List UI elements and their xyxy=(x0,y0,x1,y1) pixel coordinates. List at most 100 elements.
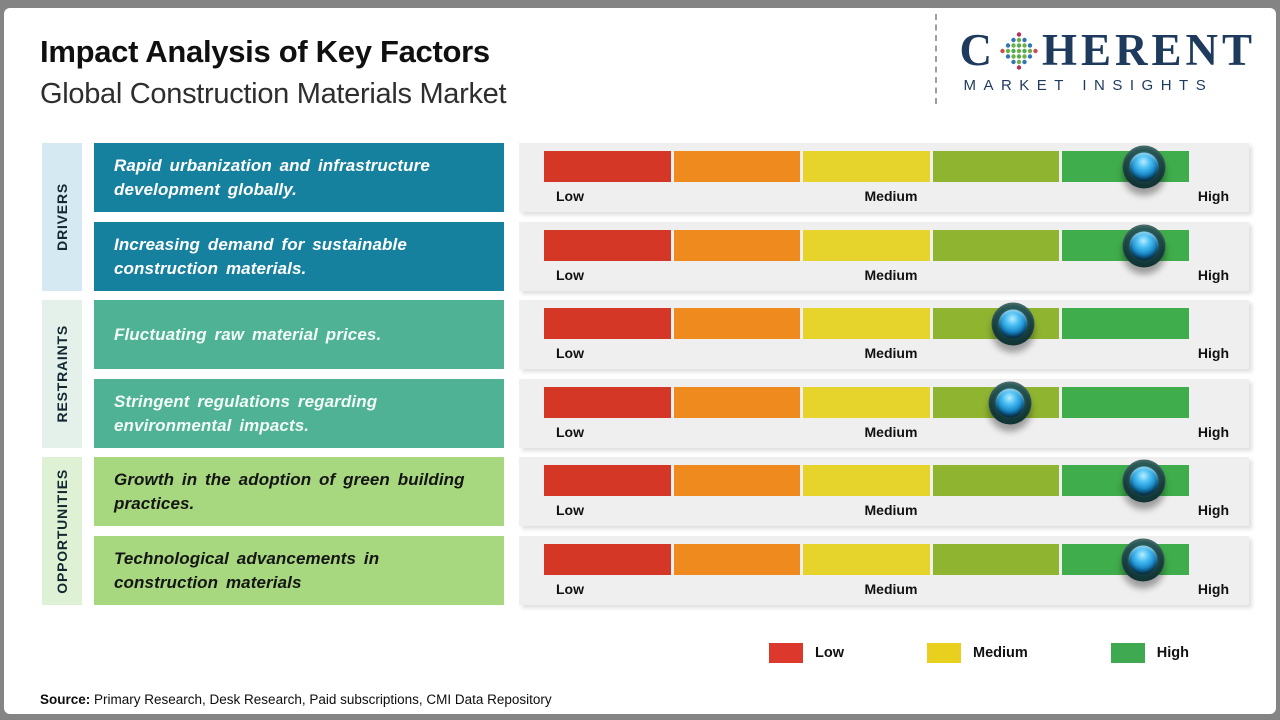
impact-row: Technological advancements in constructi… xyxy=(94,536,1249,605)
scale-medium: Medium xyxy=(864,188,918,204)
bar-segment xyxy=(673,387,801,418)
bar-segment xyxy=(673,544,801,575)
bar-segment xyxy=(932,465,1060,496)
slide: Impact Analysis of Key Factors Global Co… xyxy=(4,8,1276,714)
impact-bar xyxy=(544,302,1189,345)
group-strip-drivers: DRIVERS xyxy=(42,143,82,291)
legend-label: Low xyxy=(815,645,844,661)
scale-medium: Medium xyxy=(864,502,918,518)
scale-high: High xyxy=(1197,345,1229,361)
brand-rest: HERENT xyxy=(1041,25,1256,75)
brand-tagline: MARKET INSIGHTS xyxy=(963,77,1214,94)
impact-marker xyxy=(991,302,1035,345)
legend-item-high: High xyxy=(1110,643,1189,663)
impact-rows: DRIVERS Rapid urbanization and infrastru… xyxy=(42,143,1249,614)
legend-label: High xyxy=(1156,645,1189,661)
group-label: OPPORTUNITIES xyxy=(54,468,70,594)
brand-wordmark: C HERENT xyxy=(959,28,1256,73)
factor-text: Growth in the adoption of green building… xyxy=(94,457,504,526)
scale-medium: Medium xyxy=(864,581,918,597)
bar-segment xyxy=(544,465,671,496)
group-restraints: RESTRAINTS Fluctuating raw material pric… xyxy=(42,300,1249,448)
scale-labels: Low Medium High xyxy=(556,267,1229,283)
scale-labels: Low Medium High xyxy=(556,188,1229,204)
bar-segment xyxy=(544,544,671,575)
factor-text: Fluctuating raw material prices. xyxy=(94,300,504,369)
bar-segment xyxy=(1062,308,1189,339)
bar-segment xyxy=(544,230,671,261)
legend-swatch xyxy=(1110,643,1145,663)
impact-row: Rapid urbanization and infrastructure de… xyxy=(94,143,1249,212)
bar-segment xyxy=(803,151,930,182)
brand-letter-c: C xyxy=(959,25,996,75)
impact-panel: Low Medium High xyxy=(519,536,1249,605)
bar-segment xyxy=(544,308,671,339)
page-subtitle: Global Construction Materials Market xyxy=(40,78,507,110)
group-strip-opportunities: OPPORTUNITIES xyxy=(42,457,82,605)
bar-segment xyxy=(673,151,801,182)
impact-panel: Low Medium High xyxy=(519,379,1249,448)
scale-low: Low xyxy=(556,188,584,204)
source-label: Source: xyxy=(40,692,91,707)
bar-segment xyxy=(673,308,801,339)
scale-high: High xyxy=(1197,188,1229,204)
scale-labels: Low Medium High xyxy=(556,424,1229,440)
brand-logo: C HERENT MARKET INSIGHTS xyxy=(935,14,1260,104)
bar-segment xyxy=(803,230,930,261)
header: Impact Analysis of Key Factors Global Co… xyxy=(40,34,507,111)
impact-bar xyxy=(544,459,1189,502)
scale-labels: Low Medium High xyxy=(556,502,1229,518)
impact-row: Stringent regulations regarding environm… xyxy=(94,379,1249,448)
scale-medium: Medium xyxy=(864,424,918,440)
scale-medium: Medium xyxy=(864,345,918,361)
legend: Low Medium High xyxy=(769,643,1189,663)
bar-segment xyxy=(803,308,930,339)
bar-segment xyxy=(932,544,1060,575)
source-note: Source: Primary Research, Desk Research,… xyxy=(40,692,552,707)
legend-swatch xyxy=(769,643,803,663)
impact-panel: Low Medium High xyxy=(519,222,1249,291)
bar-segment xyxy=(673,230,801,261)
impact-marker xyxy=(1122,224,1166,267)
impact-bar xyxy=(544,224,1189,267)
scale-medium: Medium xyxy=(864,267,918,283)
scale-low: Low xyxy=(556,267,584,283)
scale-labels: Low Medium High xyxy=(556,581,1229,597)
source-text: Primary Research, Desk Research, Paid su… xyxy=(90,692,552,707)
bar-segment xyxy=(1062,387,1189,418)
bar-segment xyxy=(803,544,930,575)
bar-segment xyxy=(932,151,1060,182)
bar-segment xyxy=(673,465,801,496)
legend-item-low: Low xyxy=(769,643,844,663)
factor-text: Technological advancements in constructi… xyxy=(94,536,504,605)
globe-dots-icon xyxy=(1000,31,1038,70)
scale-high: High xyxy=(1197,502,1229,518)
group-opportunities: OPPORTUNITIES Growth in the adoption of … xyxy=(42,457,1249,605)
legend-label: Medium xyxy=(973,645,1028,661)
group-label: DRIVERS xyxy=(54,183,70,251)
impact-marker xyxy=(1122,145,1166,188)
bar-segment xyxy=(544,387,671,418)
factor-text: Increasing demand for sustainable constr… xyxy=(94,222,504,291)
factor-text: Stringent regulations regarding environm… xyxy=(94,379,504,448)
scale-low: Low xyxy=(556,581,584,597)
impact-row: Growth in the adoption of green building… xyxy=(94,457,1249,526)
factor-text: Rapid urbanization and infrastructure de… xyxy=(94,143,504,212)
impact-bar xyxy=(544,145,1189,188)
impact-panel: Low Medium High xyxy=(519,143,1249,212)
impact-marker xyxy=(1122,459,1166,502)
bar-segment xyxy=(544,151,671,182)
impact-panel: Low Medium High xyxy=(519,457,1249,526)
bar-segment xyxy=(932,230,1060,261)
bar-segment xyxy=(803,387,930,418)
legend-item-medium: Medium xyxy=(927,643,1028,663)
group-strip-restraints: RESTRAINTS xyxy=(42,300,82,448)
impact-row: Fluctuating raw material prices. Low Med… xyxy=(94,300,1249,369)
legend-swatch xyxy=(927,643,961,663)
scale-low: Low xyxy=(556,502,584,518)
impact-marker xyxy=(1121,538,1165,581)
bar-segment xyxy=(803,465,930,496)
impact-panel: Low Medium High xyxy=(519,300,1249,369)
scale-low: Low xyxy=(556,424,584,440)
scale-high: High xyxy=(1197,424,1229,440)
